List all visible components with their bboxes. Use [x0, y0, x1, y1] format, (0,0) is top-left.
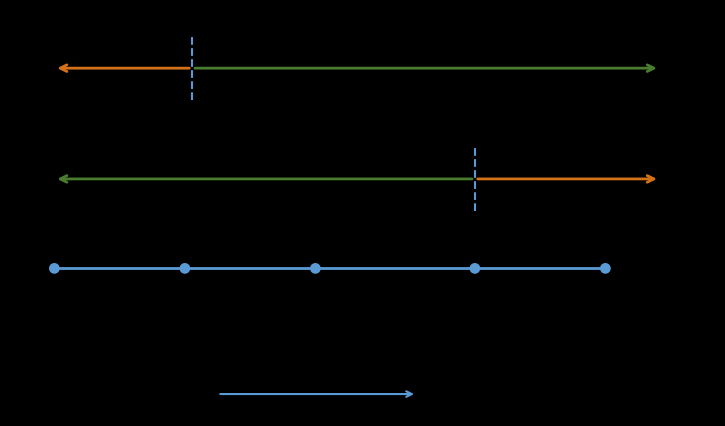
Point [49, 265, 60, 272]
Point [469, 265, 481, 272]
Point [310, 265, 321, 272]
Point [179, 265, 191, 272]
Point [600, 265, 611, 272]
